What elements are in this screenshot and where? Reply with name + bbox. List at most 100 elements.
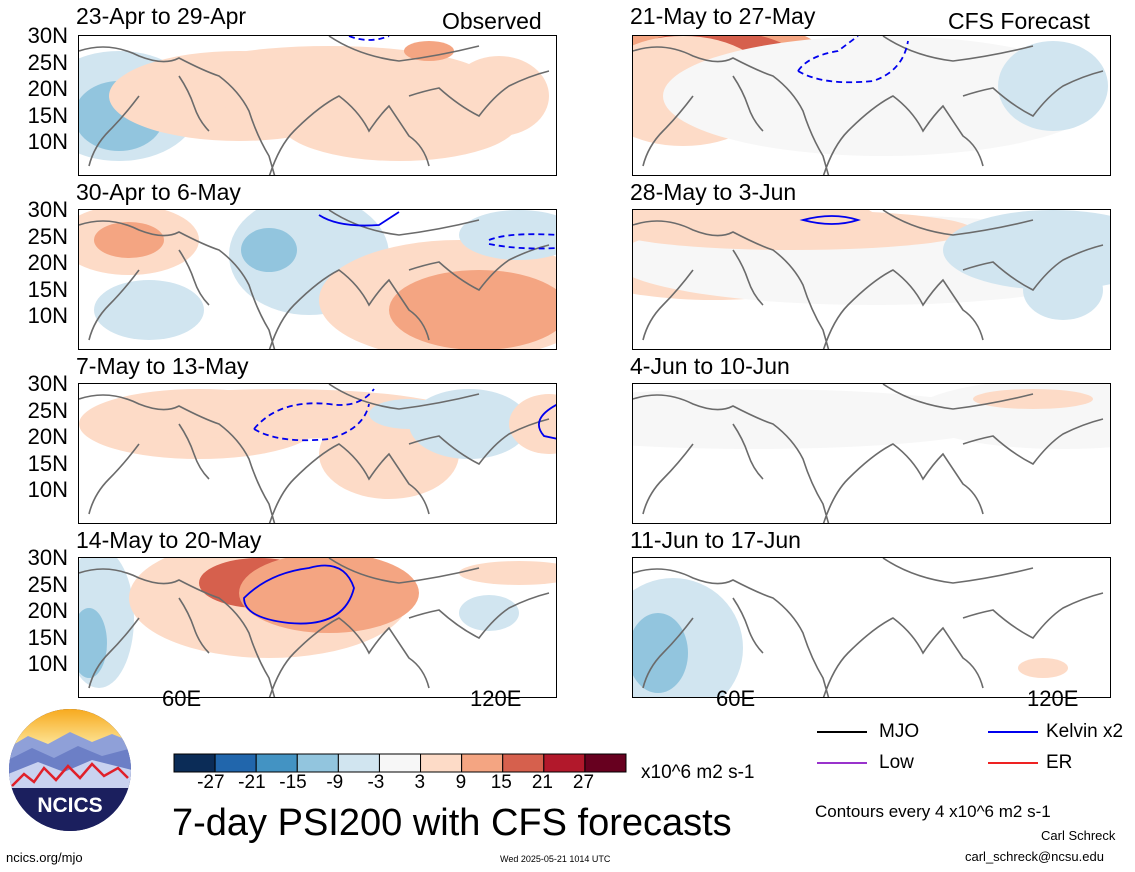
anomaly-shading bbox=[973, 389, 1093, 409]
anomaly-shading bbox=[633, 613, 688, 693]
y-tick-label: 10N bbox=[27, 651, 68, 677]
y-tick-label: 30N bbox=[27, 23, 68, 48]
y-tick-label: 15N bbox=[27, 624, 68, 650]
panel-title: 7-May to 13-May bbox=[76, 353, 249, 379]
panel-title: 21-May to 27-May bbox=[630, 3, 816, 29]
anomaly-shading bbox=[998, 41, 1108, 131]
y-tick-label: 20N bbox=[27, 76, 68, 102]
map-svg bbox=[79, 558, 556, 697]
wave-contour bbox=[318, 211, 400, 227]
y-tick-label: 25N bbox=[27, 397, 68, 423]
y-tick-label: 15N bbox=[27, 102, 68, 128]
coastline bbox=[79, 384, 550, 523]
map-svg bbox=[79, 210, 556, 349]
panel-title: 30-Apr to 6-May bbox=[76, 179, 241, 205]
wave-contour bbox=[488, 243, 556, 250]
colorbar-swatch bbox=[502, 753, 545, 773]
colorbar-tick-label: -3 bbox=[367, 772, 385, 793]
anomaly-shading bbox=[369, 399, 449, 429]
y-tick-label: 10N bbox=[27, 303, 68, 329]
y-tick-label: 10N bbox=[27, 129, 68, 155]
map-panel bbox=[632, 557, 1111, 698]
anomaly-shading bbox=[459, 595, 519, 631]
panel-title: 28-May to 3-Jun bbox=[630, 179, 797, 205]
coastline bbox=[79, 36, 550, 175]
observed-label: Observed bbox=[442, 8, 542, 34]
colorbar bbox=[173, 753, 627, 773]
map-svg bbox=[79, 36, 550, 175]
x-tick-120e-right: 120E bbox=[1027, 686, 1079, 711]
wave-contour bbox=[797, 36, 859, 72]
coastline bbox=[633, 36, 1104, 175]
contours-note: Contours every 4 x10^6 m2 s-1 bbox=[815, 802, 1051, 821]
wave-contour bbox=[488, 233, 556, 241]
wave-contour bbox=[253, 388, 375, 430]
anomaly-shading bbox=[239, 558, 419, 633]
anomaly-shading bbox=[449, 56, 549, 136]
website-link[interactable]: ncics.org/mjo bbox=[6, 850, 83, 865]
coastline bbox=[79, 210, 550, 349]
panel-title: 14-May to 20-May bbox=[76, 527, 262, 553]
map-svg bbox=[633, 210, 1110, 349]
anomaly-shading bbox=[633, 210, 973, 250]
legend-lines bbox=[817, 731, 1038, 764]
colorbar-tick-label: -15 bbox=[279, 772, 307, 793]
legend-label-mjo: MJO bbox=[879, 721, 920, 742]
colorbar-units: x10^6 m2 s-1 bbox=[641, 762, 755, 783]
y-tick-label: 25N bbox=[27, 223, 68, 249]
y-tick-label: 20N bbox=[27, 250, 68, 276]
y-tick-label: 30N bbox=[27, 197, 68, 222]
anomaly-shading bbox=[459, 210, 556, 260]
anomaly-shading bbox=[94, 222, 164, 258]
x-tick-60e-left: 60E bbox=[162, 686, 202, 711]
y-tick-label: 30N bbox=[27, 545, 68, 570]
map-panel bbox=[78, 557, 557, 698]
map-panel bbox=[632, 209, 1111, 350]
wave-contour bbox=[538, 404, 556, 440]
y-tick-label: 30N bbox=[27, 371, 68, 396]
panel-title: 4-Jun to 10-Jun bbox=[630, 353, 790, 379]
colorbar-tick-label: 15 bbox=[490, 772, 512, 793]
colorbar-tick-label: -9 bbox=[326, 772, 344, 793]
anomaly-shading bbox=[459, 561, 556, 585]
colorbar-tick-label: 9 bbox=[455, 772, 467, 793]
map-svg bbox=[633, 384, 1110, 523]
y-tick-label: 25N bbox=[27, 49, 68, 75]
colorbar-swatch bbox=[173, 753, 216, 773]
colorbar-tick-label: 3 bbox=[414, 772, 426, 793]
coastline bbox=[79, 558, 550, 697]
map-panel bbox=[632, 35, 1111, 176]
legend-label-low: Low bbox=[879, 752, 914, 773]
timestamp: Wed 2025-05-21 1014 UTC bbox=[500, 854, 611, 864]
cfs-forecast-label: CFS Forecast bbox=[948, 8, 1090, 34]
panel-title: 11-Jun to 17-Jun bbox=[630, 527, 801, 553]
author-email: carl_schreck@ncsu.edu bbox=[965, 849, 1104, 864]
colorbar-swatch bbox=[420, 753, 463, 773]
colorbar-tick-label: -21 bbox=[238, 772, 266, 793]
x-tick-60e-right: 60E bbox=[716, 686, 756, 711]
y-tick-label: 15N bbox=[27, 450, 68, 476]
wave-contour bbox=[243, 564, 355, 625]
colorbar-swatch bbox=[378, 753, 422, 773]
map-svg bbox=[633, 36, 1108, 175]
map-panel bbox=[78, 209, 557, 350]
anomaly-shading bbox=[79, 608, 107, 678]
map-svg bbox=[633, 558, 1104, 697]
colorbar-swatch bbox=[584, 753, 627, 773]
colorbar-swatch bbox=[543, 753, 586, 773]
colorbar-swatch bbox=[214, 753, 257, 773]
panel-title: 23-Apr to 29-Apr bbox=[76, 3, 247, 29]
logo-text: NCICS bbox=[37, 794, 102, 817]
colorbar-swatch bbox=[296, 753, 339, 773]
map-panel bbox=[78, 35, 557, 176]
colorbar-tick-label: 27 bbox=[572, 772, 595, 793]
wave-contour bbox=[348, 36, 390, 41]
colorbar-swatch bbox=[461, 753, 504, 773]
colorbar-swatch bbox=[337, 753, 380, 773]
anomaly-shading bbox=[389, 270, 556, 349]
anomaly-shading bbox=[404, 41, 454, 61]
coastline bbox=[633, 384, 1104, 523]
coastline bbox=[633, 558, 1104, 697]
anomaly-shading bbox=[1023, 260, 1103, 320]
y-tick-label: 20N bbox=[27, 598, 68, 624]
